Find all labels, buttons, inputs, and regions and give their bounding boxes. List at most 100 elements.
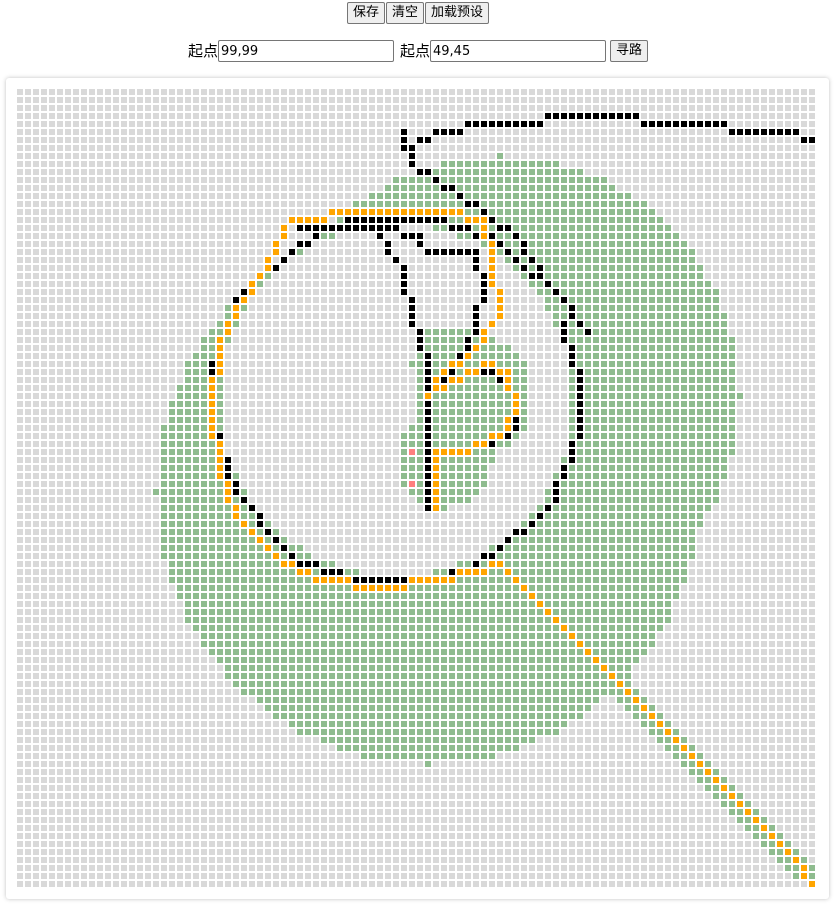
grid-cell[interactable] (201, 161, 207, 167)
grid-cell[interactable] (361, 105, 367, 111)
grid-cell[interactable] (185, 393, 191, 399)
grid-cell[interactable] (625, 185, 631, 191)
grid-cell[interactable] (425, 209, 431, 215)
grid-cell[interactable] (353, 265, 359, 271)
grid-cell[interactable] (473, 433, 479, 439)
grid-cell[interactable] (689, 321, 695, 327)
grid-cell[interactable] (657, 217, 663, 223)
grid-cell[interactable] (585, 89, 591, 95)
grid-cell[interactable] (65, 417, 71, 423)
grid-cell[interactable] (753, 425, 759, 431)
grid-cell[interactable] (441, 321, 447, 327)
grid-cell[interactable] (641, 241, 647, 247)
grid-cell[interactable] (369, 113, 375, 119)
grid-cell[interactable] (401, 217, 407, 223)
grid-cell[interactable] (321, 129, 327, 135)
grid-cell[interactable] (633, 169, 639, 175)
grid-cell[interactable] (313, 145, 319, 151)
grid-cell[interactable] (201, 409, 207, 415)
grid-cell[interactable] (777, 145, 783, 151)
grid-cell[interactable] (369, 393, 375, 399)
grid-cell[interactable] (617, 417, 623, 423)
grid-cell[interactable] (697, 89, 703, 95)
grid-cell[interactable] (153, 233, 159, 239)
grid-cell[interactable] (113, 313, 119, 319)
grid-cell[interactable] (657, 409, 663, 415)
grid-cell[interactable] (145, 369, 151, 375)
grid-cell[interactable] (625, 129, 631, 135)
grid-cell[interactable] (481, 457, 487, 463)
grid-cell[interactable] (385, 209, 391, 215)
grid-cell[interactable] (201, 145, 207, 151)
grid-cell[interactable] (553, 153, 559, 159)
grid-cell[interactable] (753, 153, 759, 159)
grid-cell[interactable] (241, 161, 247, 167)
grid-cell[interactable] (201, 97, 207, 103)
grid-cell[interactable] (441, 353, 447, 359)
grid-cell[interactable] (233, 113, 239, 119)
grid-cell[interactable] (385, 89, 391, 95)
grid-cell[interactable] (289, 297, 295, 303)
grid-cell[interactable] (233, 169, 239, 175)
grid-cell[interactable] (641, 257, 647, 263)
grid-cell[interactable] (673, 313, 679, 319)
grid-cell[interactable] (369, 145, 375, 151)
grid-cell[interactable] (377, 449, 383, 455)
grid-cell[interactable] (289, 185, 295, 191)
grid-cell[interactable] (281, 145, 287, 151)
grid-cell[interactable] (41, 441, 47, 447)
grid-cell[interactable] (145, 217, 151, 223)
grid-cell[interactable] (49, 153, 55, 159)
grid-cell[interactable] (129, 193, 135, 199)
grid-cell[interactable] (801, 457, 807, 463)
grid-cell[interactable] (689, 209, 695, 215)
grid-cell[interactable] (433, 249, 439, 255)
grid-cell[interactable] (305, 329, 311, 335)
grid-cell[interactable] (353, 465, 359, 471)
grid-cell[interactable] (153, 137, 159, 143)
grid-cell[interactable] (433, 313, 439, 319)
grid-cell[interactable] (385, 329, 391, 335)
grid-cell[interactable] (657, 393, 663, 399)
grid-cell[interactable] (329, 441, 335, 447)
grid-cell[interactable] (249, 361, 255, 367)
grid-cell[interactable] (241, 441, 247, 447)
grid-cell[interactable] (649, 233, 655, 239)
grid-cell[interactable] (233, 465, 239, 471)
grid-cell[interactable] (649, 281, 655, 287)
grid-cell[interactable] (41, 433, 47, 439)
grid-cell[interactable] (793, 353, 799, 359)
grid-cell[interactable] (361, 217, 367, 223)
grid-cell[interactable] (665, 409, 671, 415)
grid-cell[interactable] (593, 265, 599, 271)
grid-cell[interactable] (329, 137, 335, 143)
grid-cell[interactable] (513, 161, 519, 167)
grid-cell[interactable] (49, 89, 55, 95)
grid-cell[interactable] (633, 449, 639, 455)
grid-cell[interactable] (641, 393, 647, 399)
grid-cell[interactable] (481, 305, 487, 311)
grid-cell[interactable] (457, 281, 463, 287)
grid-cell[interactable] (305, 129, 311, 135)
grid-cell[interactable] (649, 113, 655, 119)
grid-cell[interactable] (97, 417, 103, 423)
grid-cell[interactable] (393, 257, 399, 263)
grid-cell[interactable] (529, 313, 535, 319)
grid-cell[interactable] (481, 121, 487, 127)
grid-cell[interactable] (633, 433, 639, 439)
grid-cell[interactable] (225, 233, 231, 239)
grid-cell[interactable] (337, 441, 343, 447)
grid-cell[interactable] (809, 113, 815, 119)
grid-cell[interactable] (681, 321, 687, 327)
grid-cell[interactable] (705, 345, 711, 351)
grid-cell[interactable] (793, 337, 799, 343)
grid-cell[interactable] (25, 409, 31, 415)
grid-cell[interactable] (257, 313, 263, 319)
grid-cell[interactable] (57, 449, 63, 455)
grid-cell[interactable] (105, 305, 111, 311)
grid-cell[interactable] (25, 401, 31, 407)
grid-cell[interactable] (521, 129, 527, 135)
grid-cell[interactable] (473, 281, 479, 287)
grid-cell[interactable] (657, 121, 663, 127)
grid-cell[interactable] (313, 385, 319, 391)
